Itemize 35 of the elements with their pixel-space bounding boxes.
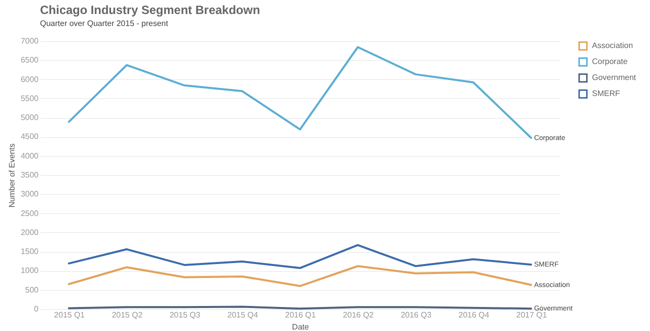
x-tick-label: 2016 Q4 [458, 310, 490, 320]
y-tick-label: 2000 [20, 228, 40, 237]
y-tick-label: 500 [25, 285, 40, 294]
legend-label: Government [592, 73, 637, 82]
legend-label: SMERF [592, 89, 620, 98]
y-tick-label: 6500 [20, 56, 40, 65]
line-series [68, 265, 532, 288]
x-tick-label: 2015 Q4 [227, 310, 259, 320]
y-tick-label: 6000 [20, 74, 40, 84]
x-tick-label: 2016 Q2 [342, 310, 374, 320]
x-tick-label: 2017 Q1 [516, 310, 548, 320]
y-tick-label: 1500 [20, 247, 40, 256]
line-series [68, 46, 532, 139]
y-tick-label: 7000 [20, 36, 40, 46]
y-tick-label: 4500 [20, 132, 40, 142]
x-tick-label: 2015 Q1 [54, 310, 86, 320]
y-tick-label: 1000 [20, 266, 40, 276]
y-tick-label: 2500 [20, 208, 40, 218]
line-series [68, 244, 532, 270]
x-tick-label: 2015 Q3 [170, 310, 201, 320]
y-tick-label: 5500 [20, 94, 40, 103]
x-tick-label: 2015 Q2 [112, 310, 144, 320]
x-tick-label: 2016 Q1 [285, 310, 316, 320]
y-tick-label: 3000 [20, 190, 40, 199]
y-tick-label: 5000 [20, 113, 40, 122]
chart-title: Chicago Industry Segment Breakdown [40, 3, 260, 17]
legend-label: Corporate [592, 57, 628, 66]
legend-label: Association [592, 41, 633, 50]
x-axis-title: Date [292, 322, 310, 331]
chart-subtitle: Quarter over Quarter 2015 - present [40, 19, 169, 28]
y-tick-label: 4000 [20, 151, 40, 160]
x-tick-label: 2016 Q3 [400, 310, 432, 320]
y-tick-label: 0 [34, 304, 40, 314]
y-tick-label: 3500 [20, 170, 40, 180]
y-axis-title: Number of Events [8, 143, 17, 208]
